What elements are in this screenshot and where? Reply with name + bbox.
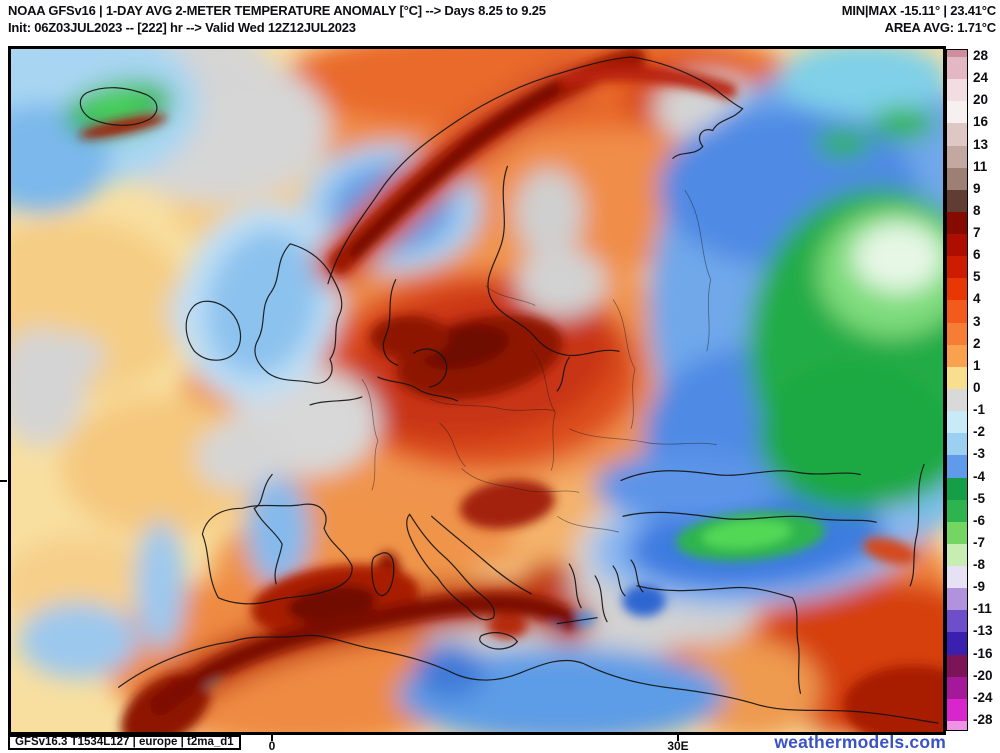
colorbar-label: 9 xyxy=(973,180,981,196)
colorbar-segment xyxy=(947,101,967,124)
colorbar-segment xyxy=(947,521,967,545)
colorbar-label: 3 xyxy=(973,313,981,329)
colorbar-segment xyxy=(947,721,967,730)
longitude-tick-label: 0 xyxy=(268,739,276,753)
colorbar-label: 16 xyxy=(973,114,989,130)
colorbar-label: 7 xyxy=(973,225,981,241)
map-frame xyxy=(8,46,946,735)
map-title: NOAA GFSv16 | 1-DAY AVG 2-METER TEMPERAT… xyxy=(8,3,546,18)
longitude-tick xyxy=(271,735,273,741)
colorbar-label: 24 xyxy=(973,70,989,86)
colorbar-label: -8 xyxy=(973,557,986,573)
anomaly-colorbar xyxy=(946,49,968,731)
colorbar-label: -4 xyxy=(973,468,986,484)
colorbar-segment xyxy=(947,256,967,279)
colorbar-segment xyxy=(947,167,967,191)
colorbar-segment xyxy=(947,389,967,412)
colorbar-segment xyxy=(947,566,967,589)
colorbar-label: 6 xyxy=(973,247,981,263)
minmax-stat: MIN|MAX -15.11° | 23.41°C xyxy=(841,3,996,18)
colorbar-label: -3 xyxy=(973,446,986,462)
country-borders xyxy=(361,189,717,533)
temperature-anomaly-map xyxy=(11,49,943,732)
colorbar-label: -5 xyxy=(973,490,986,506)
colorbar-segment xyxy=(947,344,967,368)
colorbar-label: 13 xyxy=(973,136,989,152)
watermark: weathermodels.com xyxy=(774,732,946,752)
colorbar-segment xyxy=(947,610,967,633)
colorbar-label: 20 xyxy=(973,92,989,108)
colorbar-label: 2 xyxy=(973,335,981,351)
colorbar-segment xyxy=(947,366,967,390)
colorbar-segment xyxy=(947,543,967,567)
colorbar-label: 28 xyxy=(973,48,989,63)
colorbar-segment xyxy=(947,278,967,301)
colorbar-segment xyxy=(947,433,967,456)
colorbar-label: -9 xyxy=(973,579,986,595)
colorbar-segment xyxy=(947,676,967,700)
colorbar-label: -28 xyxy=(973,712,993,727)
colorbar-label: 11 xyxy=(973,158,988,174)
longitude-tick-label: 30E xyxy=(667,739,689,753)
colorbar-segment xyxy=(947,654,967,678)
longitude-tick xyxy=(677,735,679,741)
colorbar-segment xyxy=(947,411,967,434)
colorbar-label: -2 xyxy=(973,424,986,440)
colorbar-label: 5 xyxy=(973,269,981,285)
colorbar-label: 0 xyxy=(973,380,981,395)
colorbar-label: -24 xyxy=(973,689,993,705)
colorbar-segment xyxy=(947,300,967,324)
colorbar-segment xyxy=(947,499,967,523)
colorbar-segment xyxy=(947,455,967,479)
anomaly-fields-core xyxy=(78,49,943,732)
model-info-box: GFSv16.3 T1534L127 | europe | t2ma_d1 xyxy=(8,735,241,750)
colorbar-segment xyxy=(947,698,967,722)
colorbar-label: 8 xyxy=(973,202,981,218)
colorbar-segment xyxy=(947,79,967,102)
colorbar-label: 1 xyxy=(973,357,981,373)
colorbar-segment xyxy=(947,234,967,257)
area-avg-stat: AREA AVG: 1.71°C xyxy=(884,20,997,35)
colorbar-segment xyxy=(947,477,967,501)
colorbar-label: -1 xyxy=(973,402,986,418)
colorbar-segment xyxy=(947,50,967,57)
colorbar-label: -16 xyxy=(973,645,993,661)
init-valid-line: Init: 06Z03JUL2023 -- [222] hr --> Valid… xyxy=(8,20,356,35)
colorbar-segment xyxy=(947,123,967,147)
coastlines xyxy=(79,56,939,724)
colorbar-label: -11 xyxy=(973,601,992,617)
colorbar-label: 4 xyxy=(973,291,981,307)
colorbar-label: -7 xyxy=(973,534,986,550)
colorbar-label: -20 xyxy=(973,667,993,683)
colorbar-label: -6 xyxy=(973,512,986,528)
colorbar-segment xyxy=(947,632,967,656)
colorbar-segment xyxy=(947,588,967,611)
colorbar-segment xyxy=(947,145,967,169)
latitude-tick xyxy=(0,480,7,482)
colorbar-segment xyxy=(947,57,967,80)
colorbar-segment xyxy=(947,211,967,235)
colorbar-segment xyxy=(947,189,967,213)
colorbar-label: -13 xyxy=(973,623,993,639)
colorbar-segment xyxy=(947,322,967,346)
